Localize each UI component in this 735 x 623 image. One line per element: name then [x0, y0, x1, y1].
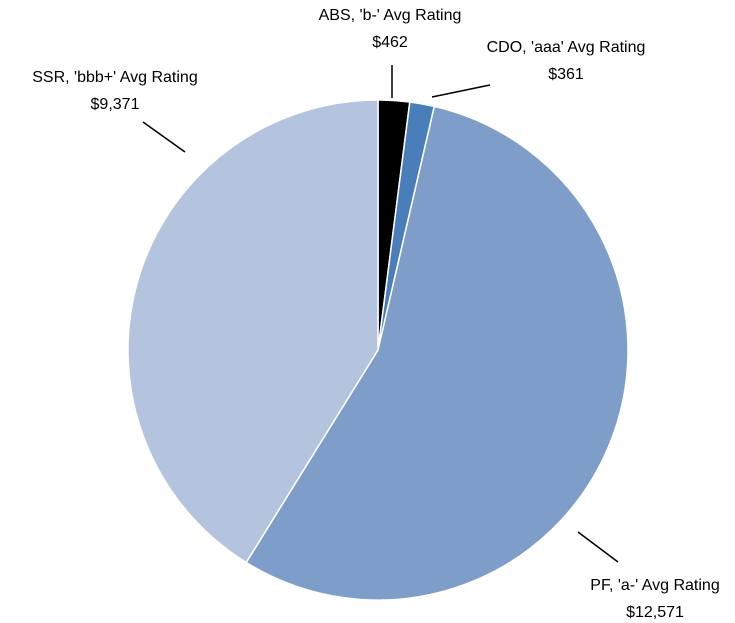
leader-line: [577, 531, 619, 563]
data-label-value: $361: [548, 66, 584, 83]
leader-line: [431, 84, 491, 98]
data-label-value: $462: [372, 34, 408, 51]
pie-slice: [245, 105, 629, 601]
data-label-value: $9,371: [91, 96, 140, 113]
data-label-category: PF, 'a-' Avg Rating: [590, 577, 719, 594]
data-label-value: $12,571: [626, 604, 684, 621]
data-label-category: CDO, 'aaa' Avg Rating: [487, 39, 646, 56]
data-label-category: ABS, 'b-' Avg Rating: [319, 7, 462, 24]
pie-slice: [127, 99, 379, 564]
data-label-category: SSR, 'bbb+' Avg Rating: [32, 69, 197, 86]
leader-line: [142, 121, 186, 153]
